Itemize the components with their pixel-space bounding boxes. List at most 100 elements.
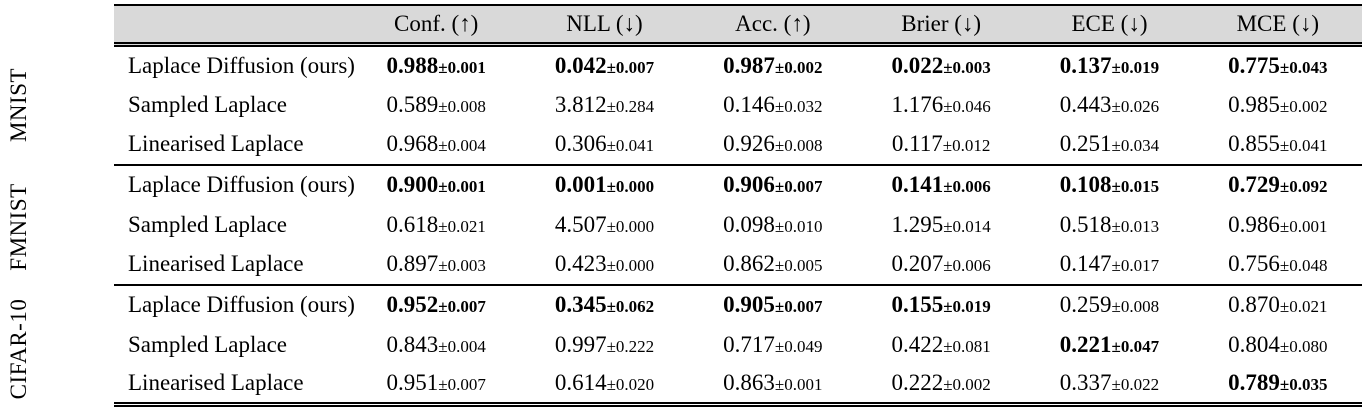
metric-cell: 4.507±0.000 [520, 205, 688, 245]
metric-value: 0.589 [386, 91, 439, 117]
metric-error: ±0.015 [1111, 177, 1160, 196]
metric-value: 0.997 [554, 331, 607, 357]
metric-value: 0.098 [723, 211, 775, 237]
table-row: Sampled Laplace 0.589±0.008 3.812±0.284 0.1… [114, 85, 1362, 125]
method-name: Laplace Diffusion (ours) [128, 172, 355, 197]
metric-value: 0.986 [1228, 211, 1280, 237]
metric-cell: 0.717±0.049 [689, 325, 857, 365]
table-wrap: Conf. (↑) NLL (↓) Acc. (↑) Brier (↓) ECE (↓)… [114, 4, 1362, 407]
metric-cell: 0.345±0.062 [520, 285, 688, 325]
metric-value: 0.137 [1059, 52, 1112, 78]
metric-error: ±0.002 [1279, 96, 1328, 116]
metric-error: ±0.000 [606, 256, 655, 275]
metric-error: ±0.041 [1279, 136, 1328, 155]
method-name: Laplace Diffusion (ours) [128, 52, 355, 78]
metric-value: 0.108 [1059, 172, 1112, 197]
metric-value: 0.952 [386, 292, 439, 317]
metric-value: 0.222 [891, 370, 944, 396]
metric-value: 0.870 [1228, 292, 1280, 317]
metric-error: ±0.019 [943, 297, 991, 316]
metric-error: ±0.003 [438, 256, 486, 275]
metric-error: ±0.046 [943, 96, 991, 116]
dataset-label-fmnist: FMNIST [6, 183, 31, 271]
method-name: Sampled Laplace [128, 331, 288, 357]
metric-cell: 0.905±0.007 [689, 285, 857, 325]
metric-cell: 0.221±0.047 [1025, 325, 1193, 365]
metric-value: 0.147 [1059, 251, 1112, 276]
metric-value: 0.926 [723, 131, 775, 156]
metric-error: ±0.000 [606, 216, 655, 236]
metric-cell: 0.614±0.020 [520, 365, 688, 405]
metric-cell: 0.926±0.008 [689, 125, 857, 165]
metric-error: ±0.222 [606, 336, 655, 356]
column-header-1: NLL (↓) [566, 11, 643, 36]
metric-value: 0.985 [1228, 91, 1280, 117]
metric-cell: 0.789±0.035 [1194, 365, 1362, 405]
metric-error: ±0.035 [1279, 375, 1328, 395]
metric-error: ±0.284 [606, 96, 655, 116]
metric-error: ±0.041 [606, 136, 655, 155]
metric-value: 0.951 [386, 370, 439, 396]
metric-error: ±0.008 [1111, 297, 1160, 316]
metric-value: 0.756 [1228, 251, 1280, 276]
metric-error: ±0.049 [774, 336, 823, 356]
metric-value: 0.789 [1228, 370, 1280, 396]
metric-cell: 0.900±0.001 [352, 165, 520, 205]
metric-value: 0.905 [723, 292, 775, 317]
metric-cell: 0.988±0.001 [352, 45, 520, 85]
column-header-3: Brier (↓) [901, 11, 982, 36]
metric-error: ±0.021 [1279, 297, 1328, 316]
metric-cell: 0.968±0.004 [352, 125, 520, 165]
metric-cell: 0.729±0.092 [1194, 165, 1362, 205]
column-header-0: Conf. (↑) [394, 11, 479, 36]
metric-error: ±0.019 [1111, 57, 1160, 77]
metric-cell: 0.306±0.041 [520, 125, 688, 165]
metric-cell: 0.422±0.081 [857, 325, 1025, 365]
metric-error: ±0.022 [1111, 375, 1160, 395]
metric-cell: 0.589±0.008 [352, 85, 520, 125]
metric-value: 0.155 [891, 292, 944, 317]
metric-error: ±0.048 [1279, 256, 1328, 275]
metric-cell: 0.137±0.019 [1025, 45, 1193, 85]
metric-cell: 0.259±0.008 [1025, 285, 1193, 325]
metric-cell: 0.804±0.080 [1194, 325, 1362, 365]
metric-value: 0.614 [554, 370, 607, 396]
metric-value: 0.221 [1059, 331, 1112, 357]
metric-cell: 1.176±0.046 [857, 85, 1025, 125]
metric-error: ±0.034 [1111, 136, 1160, 155]
metric-cell: 0.117±0.012 [857, 125, 1025, 165]
metric-value: 0.863 [723, 370, 775, 396]
metric-error: ±0.026 [1111, 96, 1160, 116]
metric-error: ±0.000 [606, 177, 655, 196]
metric-value: 0.775 [1228, 52, 1280, 78]
table-row: Laplace Diffusion (ours) 0.900±0.001 0.001… [114, 165, 1362, 205]
group-cifar10: Laplace Diffusion (ours) 0.952±0.007 0.345… [114, 285, 1362, 405]
metric-value: 0.843 [386, 331, 439, 357]
metric-value: 0.987 [723, 52, 775, 78]
metric-cell: 0.443±0.026 [1025, 85, 1193, 125]
metric-value: 0.862 [723, 251, 775, 276]
metric-error: ±0.021 [438, 216, 486, 236]
metric-cell: 0.518±0.013 [1025, 205, 1193, 245]
metric-value: 1.176 [891, 91, 944, 117]
metric-error: ±0.004 [438, 336, 486, 356]
method-name: Laplace Diffusion (ours) [128, 292, 355, 317]
metric-value: 0.146 [723, 91, 775, 117]
metric-error: ±0.001 [774, 375, 823, 395]
table-row: Sampled Laplace 0.843±0.004 0.997±0.222 0.7… [114, 325, 1362, 365]
metric-error: ±0.092 [1279, 177, 1328, 196]
metric-value: 0.717 [723, 331, 775, 357]
metric-error: ±0.001 [1279, 216, 1328, 236]
metric-cell: 0.251±0.034 [1025, 125, 1193, 165]
metric-cell: 0.423±0.000 [520, 245, 688, 285]
metric-cell: 0.042±0.007 [520, 45, 688, 85]
metric-value: 4.507 [554, 211, 607, 237]
metric-cell: 0.222±0.002 [857, 365, 1025, 405]
table-header: Conf. (↑) NLL (↓) Acc. (↑) Brier (↓) ECE (↓)… [114, 5, 1362, 45]
metric-value: 0.988 [386, 52, 439, 78]
metric-cell: 0.985±0.002 [1194, 85, 1362, 125]
metric-value: 0.337 [1059, 370, 1112, 396]
method-name: Linearised Laplace [128, 370, 304, 396]
metric-error: ±0.020 [606, 375, 655, 395]
corner-cell [114, 5, 352, 45]
